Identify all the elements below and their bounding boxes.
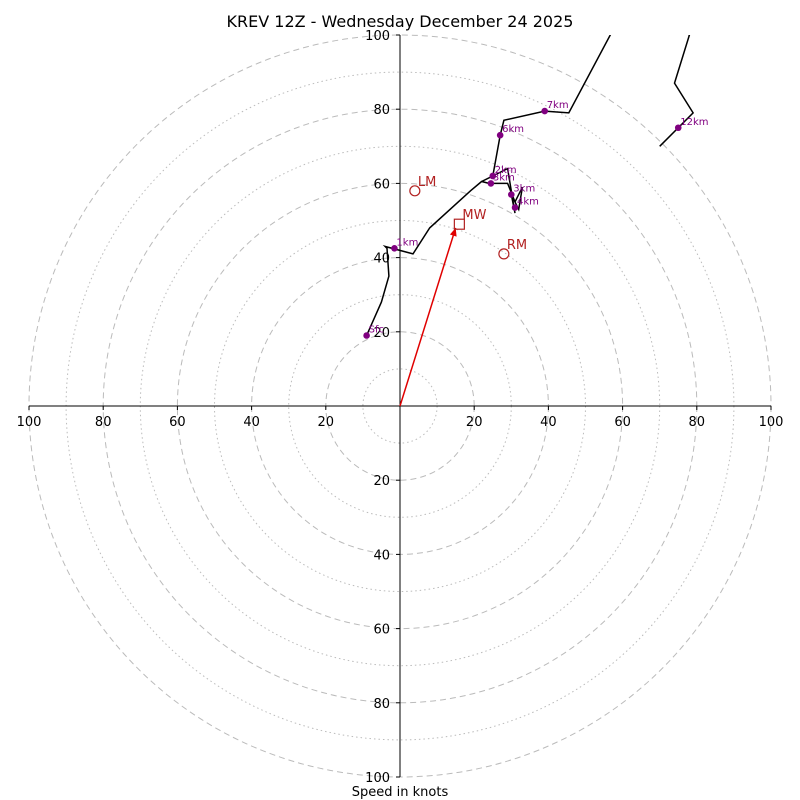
x-tick-label: 40 [540,415,557,430]
height-marker-point [541,107,548,115]
x-tick-label: 20 [466,415,483,430]
height-marker-point [511,204,519,211]
storm-motion-rm-marker [498,248,510,260]
height-marker-label: 3km [513,184,535,195]
height-marker-label: 12km [680,117,708,128]
x-tick-label: 100 [759,415,784,430]
height-marker-point [496,131,504,139]
x-tick-label: 20 [318,415,335,430]
x-tick-label: 60 [169,415,186,430]
height-marker-point [489,172,497,180]
storm-motion-lm-marker [409,185,421,197]
x-tick-label: 80 [689,415,706,430]
storm-motion-rm-label: RM [507,238,527,253]
y-tick-label: 100 [365,29,390,44]
x-axis-label: Speed in knots [352,785,449,800]
shear-vector-line [399,227,457,407]
storm-motion-mw-label: MW [462,208,486,223]
height-marker-label: 3km [493,172,515,183]
storm-motion-mw-marker [453,218,465,230]
y-tick-label: 60 [373,623,390,638]
y-tick-label: 100 [365,771,390,786]
height-marker-label: 4km [517,197,539,208]
height-marker-point [674,124,682,132]
height-marker-point [487,180,495,187]
x-tick-label: 80 [95,415,112,430]
height-marker-point [363,332,370,339]
y-tick-label: 20 [373,326,390,341]
x-tick-label: 100 [17,415,42,430]
y-tick-label: 80 [373,697,390,712]
y-tick-label: 80 [373,103,390,118]
y-tick-label: 60 [373,177,390,192]
tick-labels: 100 80 60 40 20 20 40 60 80 100 100 80 60 40 20 20 40 60 8… [17,29,784,786]
x-tick-label: 60 [614,415,631,430]
chart-title: KREV 12Z - Wednesday December 24 2025 [227,12,574,31]
height-marker-point [614,28,621,35]
y-tick-label: 40 [373,548,390,563]
x-tick-label: 40 [243,415,260,430]
height-marker-label: 2km [495,165,517,176]
height-marker-point [508,191,515,198]
y-tick-label: 40 [373,252,390,267]
hodograph-line [365,35,695,336]
shear-vector-arrowhead [449,227,457,237]
height-marker-point [391,245,398,252]
height-marker-label: 1km [396,237,418,248]
storm-motion-lm-label: LM [418,175,436,190]
height-marker-label: 6km [502,124,524,135]
height-marker-label: Sfc [369,325,384,336]
y-tick-label: 20 [373,474,390,489]
height-marker-label: 7km [547,100,569,111]
